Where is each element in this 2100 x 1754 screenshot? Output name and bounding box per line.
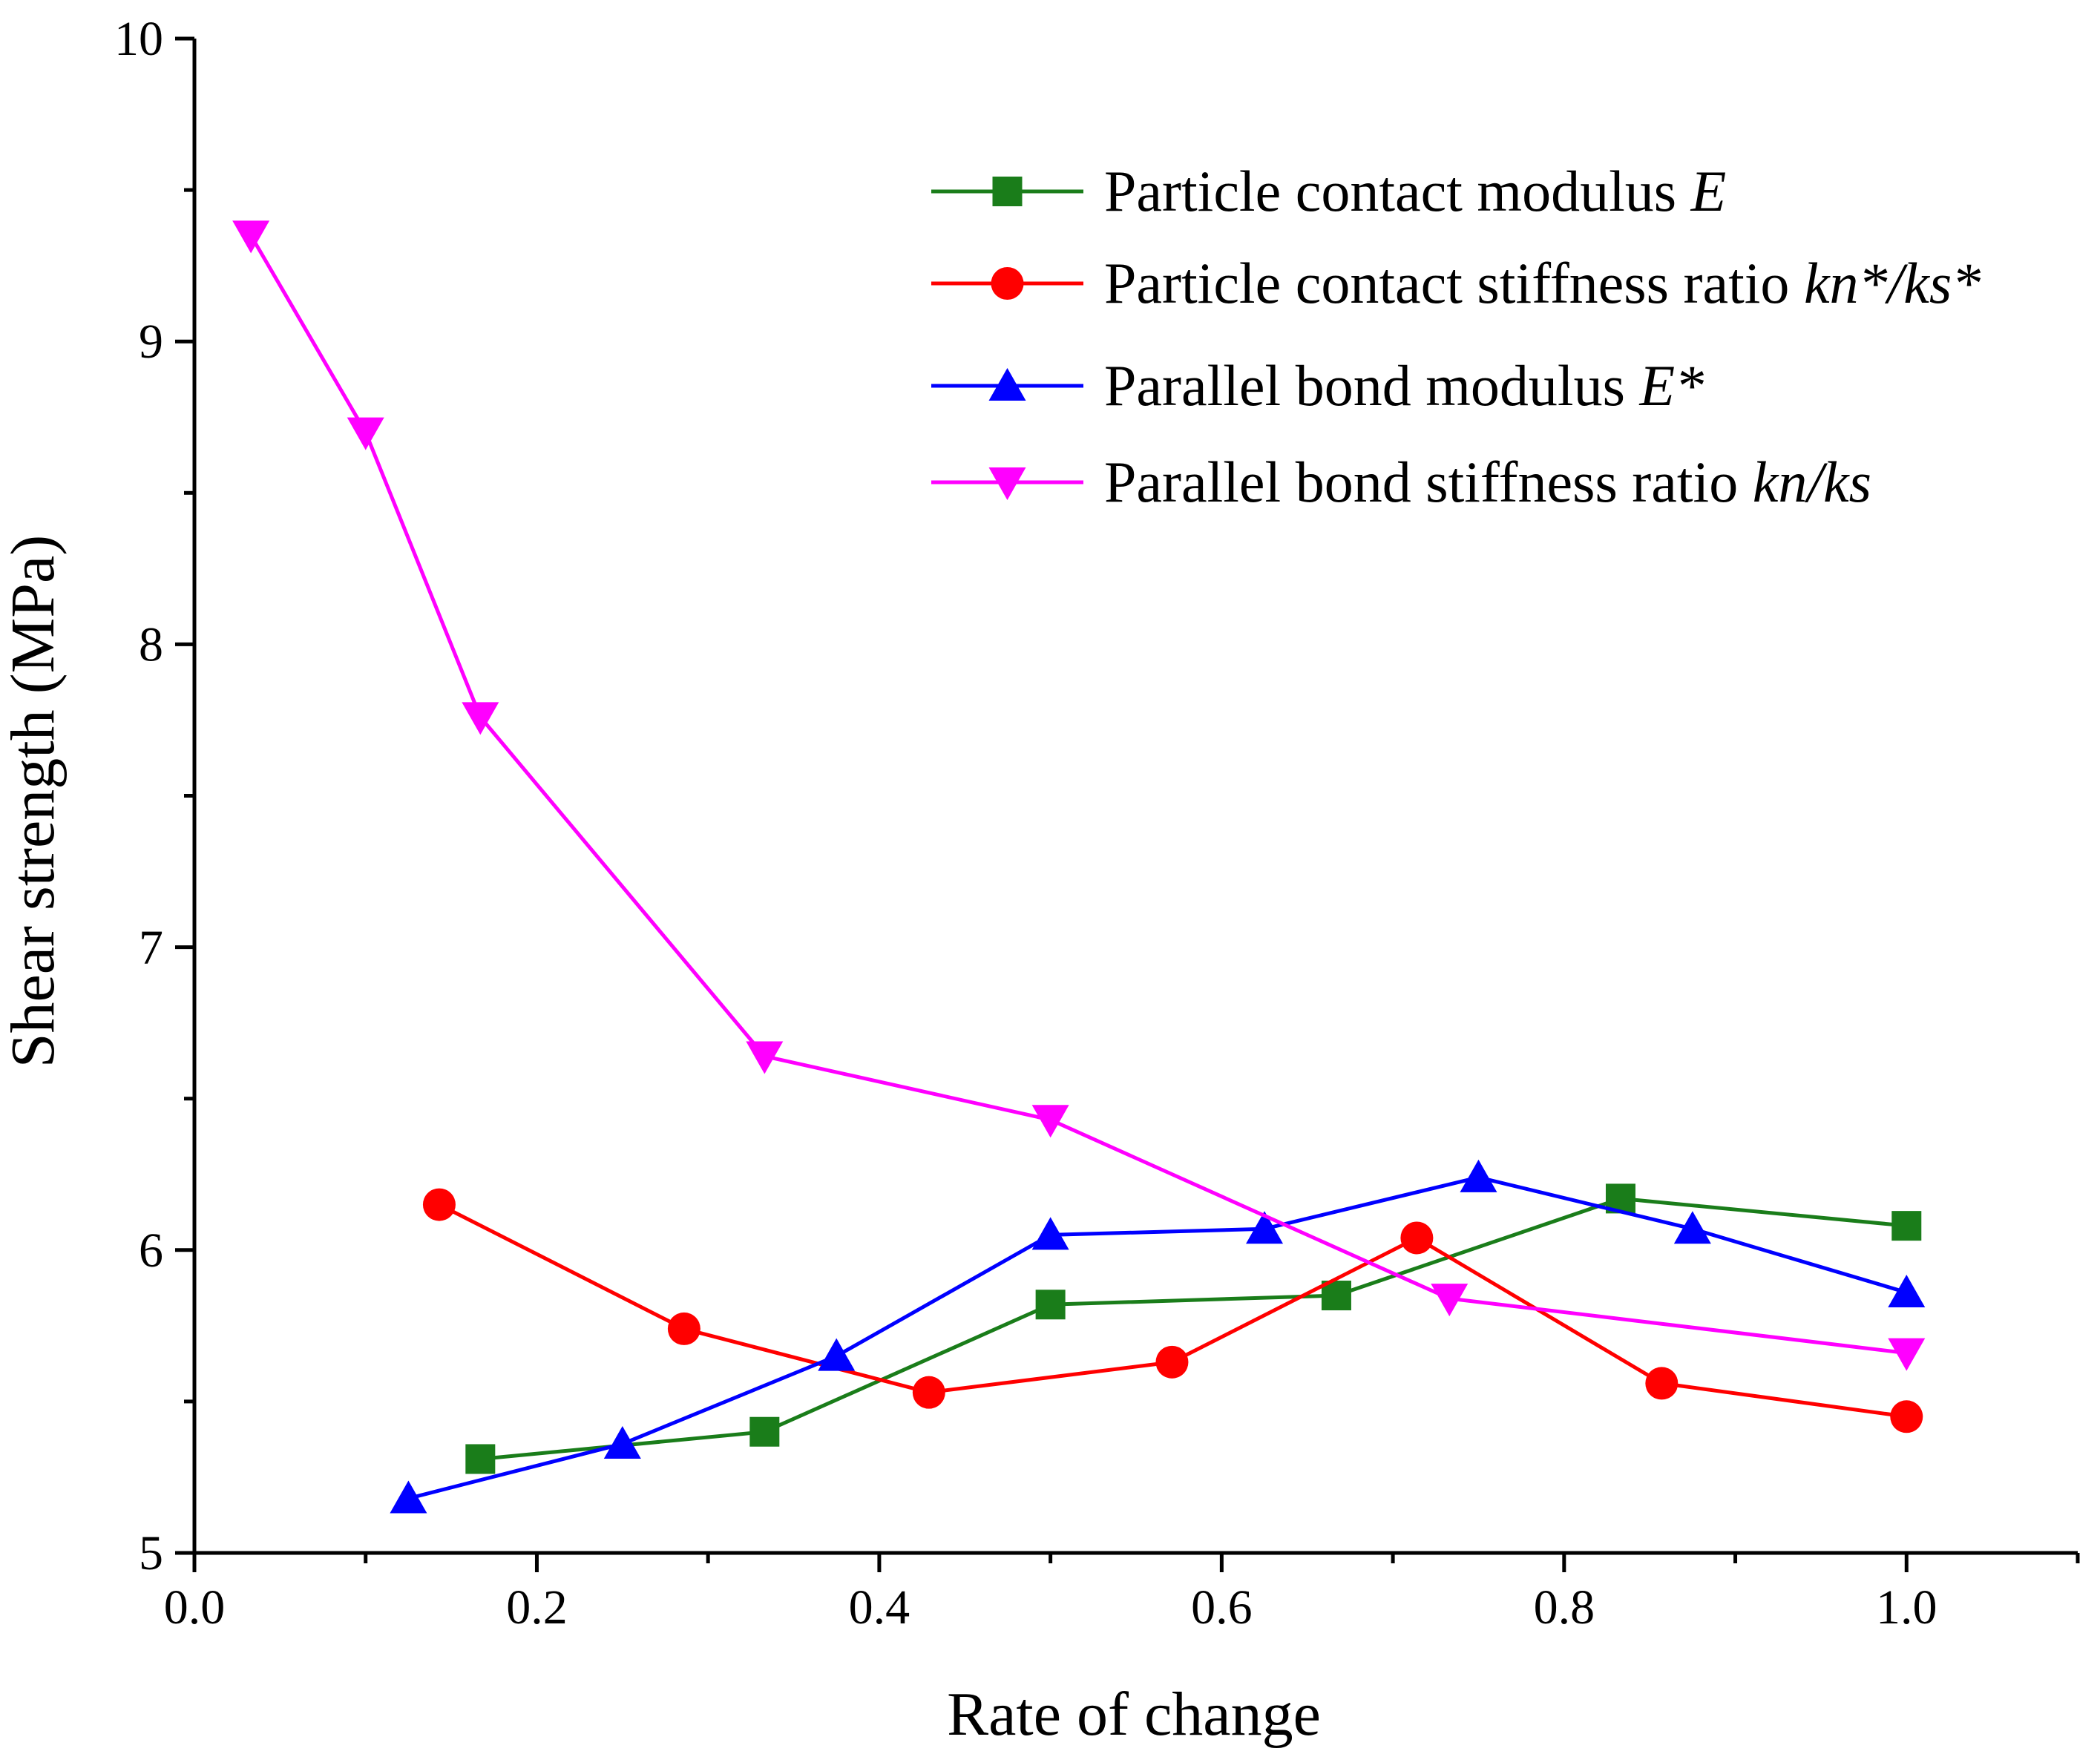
legend-item-particle-contact-stiffness-ratio: Particle contact stiffness ratio kn*/ks*	[931, 251, 1981, 315]
data-point-particle-contact-modulus	[1035, 1290, 1066, 1320]
y-axis-title: Shear strength (MPa)	[0, 535, 68, 1068]
legend-label: Parallel bond modulus E*	[1104, 353, 1704, 418]
data-point-particle-contact-stiffness-ratio	[1645, 1367, 1679, 1400]
ticks: 0.0 0.2 0.4 0.6 0.8 1.0 5 6 7 8 9 10	[114, 12, 2080, 1635]
data-point-particle-contact-stiffness-ratio	[667, 1312, 700, 1345]
data-point-particle-contact-stiffness-ratio	[422, 1188, 456, 1221]
series-parallel-bond-stiffness-ratio	[232, 220, 1926, 1371]
data-point-parallel-bond-stiffness-ratio	[746, 1041, 784, 1074]
legend-marker	[988, 467, 1026, 500]
data-point-particle-contact-stiffness-ratio	[1890, 1400, 1923, 1433]
series-line-particle-contact-modulus	[480, 1196, 1907, 1461]
legend-label-symbol: E*	[1638, 353, 1704, 418]
x-tick-label: 0.8	[1534, 1580, 1595, 1635]
data-point-particle-contact-stiffness-ratio	[1155, 1345, 1189, 1379]
data-point-particle-contact-stiffness-ratio	[912, 1376, 945, 1409]
legend-label-text: Particle contact modulus	[1104, 159, 1691, 223]
data-point-particle-contact-stiffness-ratio	[1400, 1221, 1434, 1255]
legend-label: Parallel bond stiffness ratio kn/ks	[1104, 450, 1871, 514]
y-tick-label: 5	[139, 1526, 163, 1580]
data-point-particle-contact-modulus	[465, 1444, 496, 1474]
data-point-particle-contact-modulus	[749, 1416, 780, 1447]
data-point-parallel-bond-modulus	[1673, 1211, 1711, 1244]
series-particle-contact-stiffness-ratio	[422, 1188, 1923, 1433]
legend-label-text: Parallel bond stiffness ratio	[1104, 450, 1753, 514]
y-tick-label: 8	[139, 617, 163, 671]
data-point-parallel-bond-stiffness-ratio	[1888, 1338, 1926, 1371]
data-point-parallel-bond-stiffness-ratio	[1031, 1105, 1069, 1138]
legend-label-symbol: E	[1690, 159, 1727, 223]
y-tick-label: 7	[139, 921, 163, 975]
data-point-parallel-bond-modulus	[1888, 1274, 1926, 1307]
series-layer	[232, 220, 1926, 1514]
x-tick-label: 0.2	[506, 1580, 568, 1635]
legend-label-symbol: kn/ks	[1753, 450, 1871, 514]
data-point-parallel-bond-modulus	[603, 1426, 641, 1459]
data-point-parallel-bond-stiffness-ratio	[1431, 1284, 1469, 1317]
x-tick-label: 0.0	[164, 1580, 226, 1635]
legend-marker	[988, 368, 1026, 401]
series-line-parallel-bond-modulus	[407, 1175, 1907, 1500]
data-point-parallel-bond-modulus	[1460, 1159, 1497, 1192]
x-tick-label: 0.4	[849, 1580, 910, 1635]
legend-marker	[991, 267, 1024, 300]
y-tick-label: 9	[139, 315, 163, 369]
x-tick-label: 1.0	[1876, 1580, 1937, 1635]
data-point-parallel-bond-modulus	[1031, 1217, 1069, 1250]
legend-item-parallel-bond-modulus: Parallel bond modulus E*	[931, 353, 1704, 418]
data-point-parallel-bond-stiffness-ratio	[232, 220, 270, 254]
legend-item-particle-contact-modulus: Particle contact modulus E	[931, 159, 1726, 223]
legend-label-symbol: kn*/ks*	[1804, 251, 1981, 315]
x-tick-label: 0.6	[1191, 1580, 1253, 1635]
data-point-parallel-bond-stiffness-ratio	[462, 702, 499, 735]
legend-item-parallel-bond-stiffness-ratio: Parallel bond stiffness ratio kn/ks	[931, 450, 1871, 514]
data-point-parallel-bond-modulus	[1246, 1211, 1284, 1244]
data-point-parallel-bond-modulus	[390, 1480, 427, 1514]
x-axis-title: Rate of change	[947, 1680, 1321, 1749]
legend-label: Particle contact stiffness ratio kn*/ks*	[1104, 251, 1981, 315]
data-point-particle-contact-modulus	[1891, 1211, 1922, 1241]
legend-marker	[992, 177, 1023, 206]
data-point-parallel-bond-modulus	[818, 1338, 856, 1371]
y-tick-label: 6	[139, 1223, 163, 1278]
legend-label-text: Particle contact stiffness ratio	[1104, 251, 1804, 315]
series-parallel-bond-modulus	[390, 1159, 1926, 1514]
legend-label: Particle contact modulus E	[1104, 159, 1726, 223]
legend-label-text: Parallel bond modulus	[1104, 353, 1639, 418]
series-particle-contact-modulus	[465, 1183, 1922, 1474]
data-point-parallel-bond-stiffness-ratio	[347, 417, 384, 450]
y-tick-label: 10	[114, 12, 163, 66]
